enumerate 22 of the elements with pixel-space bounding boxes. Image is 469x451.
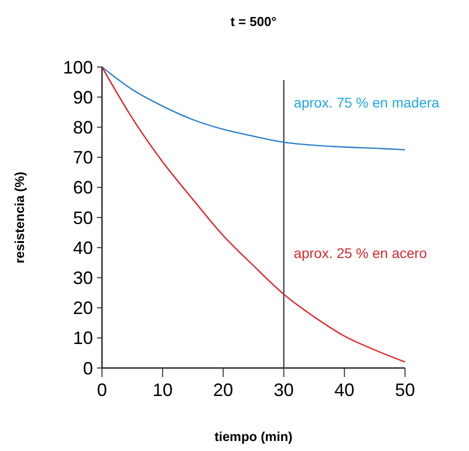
x-tick-label: 0 [96,380,108,400]
y-tick-label: 0 [82,358,93,378]
annotation: aprox. 75 % en madera [294,94,440,110]
y-tick-label: 20 [72,298,93,318]
y-tick-label: 80 [72,118,93,138]
y-tick-label: 50 [72,208,93,228]
y-tick-label: 30 [72,268,93,288]
y-tick-label: 90 [72,87,93,108]
y-tick-label: 10 [72,328,93,348]
y-tick-label: 60 [72,178,93,198]
annotation: aprox. 25 % en acero [294,244,428,261]
y-tick-label: 40 [72,238,93,258]
y-tick-label: 100 [62,57,93,78]
x-axis-title: tiempo (min) [214,429,292,444]
y-tick-label: 70 [72,148,93,168]
x-tick-label: 30 [274,380,294,400]
x-tick-label: 20 [213,380,234,400]
y-axis-title: resistencia (%) [12,172,27,264]
x-tick-label: 10 [152,380,173,400]
x-tick-label: 40 [334,380,354,400]
x-tick-label: 50 [394,380,416,400]
chart-title: t = 500° [230,14,277,29]
